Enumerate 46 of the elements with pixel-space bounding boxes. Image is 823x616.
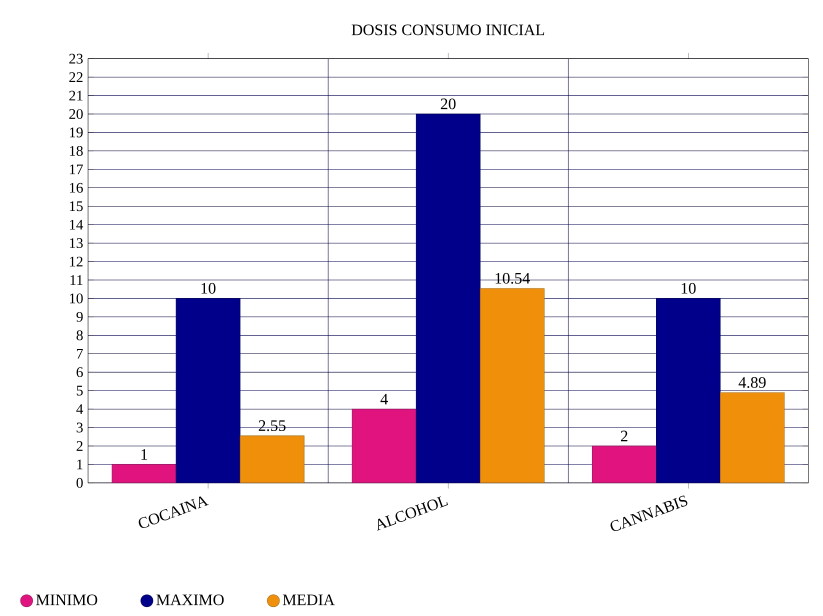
y-tick-label: 1 xyxy=(77,459,82,470)
bar xyxy=(112,464,176,483)
chart-title: DOSIS CONSUMO INICIAL xyxy=(352,24,544,36)
bar xyxy=(720,392,785,483)
legend-label: MEDIA xyxy=(282,594,335,605)
y-tick-label: 21 xyxy=(69,90,82,100)
bar xyxy=(480,288,544,483)
y-tick-label: 19 xyxy=(70,127,83,138)
y-tick-label: 16 xyxy=(70,182,83,193)
y-tick-label: 22 xyxy=(69,72,83,82)
y-tick-label: 10 xyxy=(70,293,83,304)
y-tick-label: 3 xyxy=(76,422,83,432)
y-tick-label: 20 xyxy=(69,108,83,119)
legend-label: MINIMO xyxy=(36,594,98,606)
data-label: 2 xyxy=(620,430,628,442)
data-label: 4.89 xyxy=(738,376,766,388)
y-tick-label: 0 xyxy=(76,478,83,488)
data-label: 10.54 xyxy=(496,272,530,284)
y-tick-label: 2 xyxy=(76,441,83,451)
data-label: 10 xyxy=(682,282,696,294)
y-tick-label: 14 xyxy=(70,220,84,230)
data-label: 2.55 xyxy=(258,420,286,432)
y-tick-label: 4 xyxy=(76,404,84,414)
y-tick-label: 17 xyxy=(70,164,83,174)
bar xyxy=(176,298,240,483)
legend-label: MAXIMO xyxy=(156,594,224,606)
bar xyxy=(592,446,657,483)
y-tick-label: 7 xyxy=(76,348,83,358)
bar xyxy=(240,435,304,483)
data-label: 1 xyxy=(141,449,148,460)
y-tick-label: 8 xyxy=(76,330,83,340)
y-tick-label: 13 xyxy=(70,238,83,248)
data-label: 10 xyxy=(201,282,216,294)
y-tick-label: 23 xyxy=(69,54,83,64)
data-label: 20 xyxy=(440,98,456,110)
data-label: 4 xyxy=(380,394,388,404)
y-tick-label: 5 xyxy=(76,386,83,396)
y-tick-label: 9 xyxy=(76,312,83,322)
y-tick-label: 18 xyxy=(70,146,83,156)
y-tick-label: 11 xyxy=(70,275,82,285)
bar xyxy=(416,114,480,483)
y-tick-label: 15 xyxy=(70,201,83,212)
y-tick-label: 6 xyxy=(76,367,83,378)
bar xyxy=(656,298,721,483)
bar xyxy=(352,408,416,483)
y-tick-label: 12 xyxy=(70,256,83,266)
